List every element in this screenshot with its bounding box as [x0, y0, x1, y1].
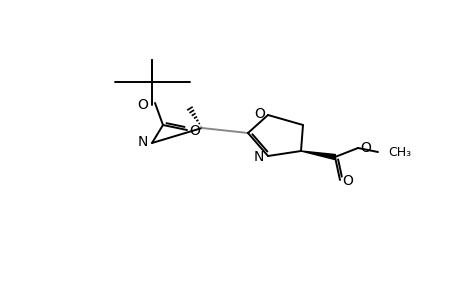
Text: O: O	[254, 107, 265, 121]
Text: N: N	[253, 150, 263, 164]
Text: O: O	[342, 174, 353, 188]
Polygon shape	[300, 151, 335, 160]
Text: O: O	[189, 124, 200, 138]
Text: CH₃: CH₃	[387, 146, 410, 158]
Text: O: O	[137, 98, 148, 112]
Text: N: N	[138, 135, 148, 149]
Text: O: O	[360, 141, 370, 155]
